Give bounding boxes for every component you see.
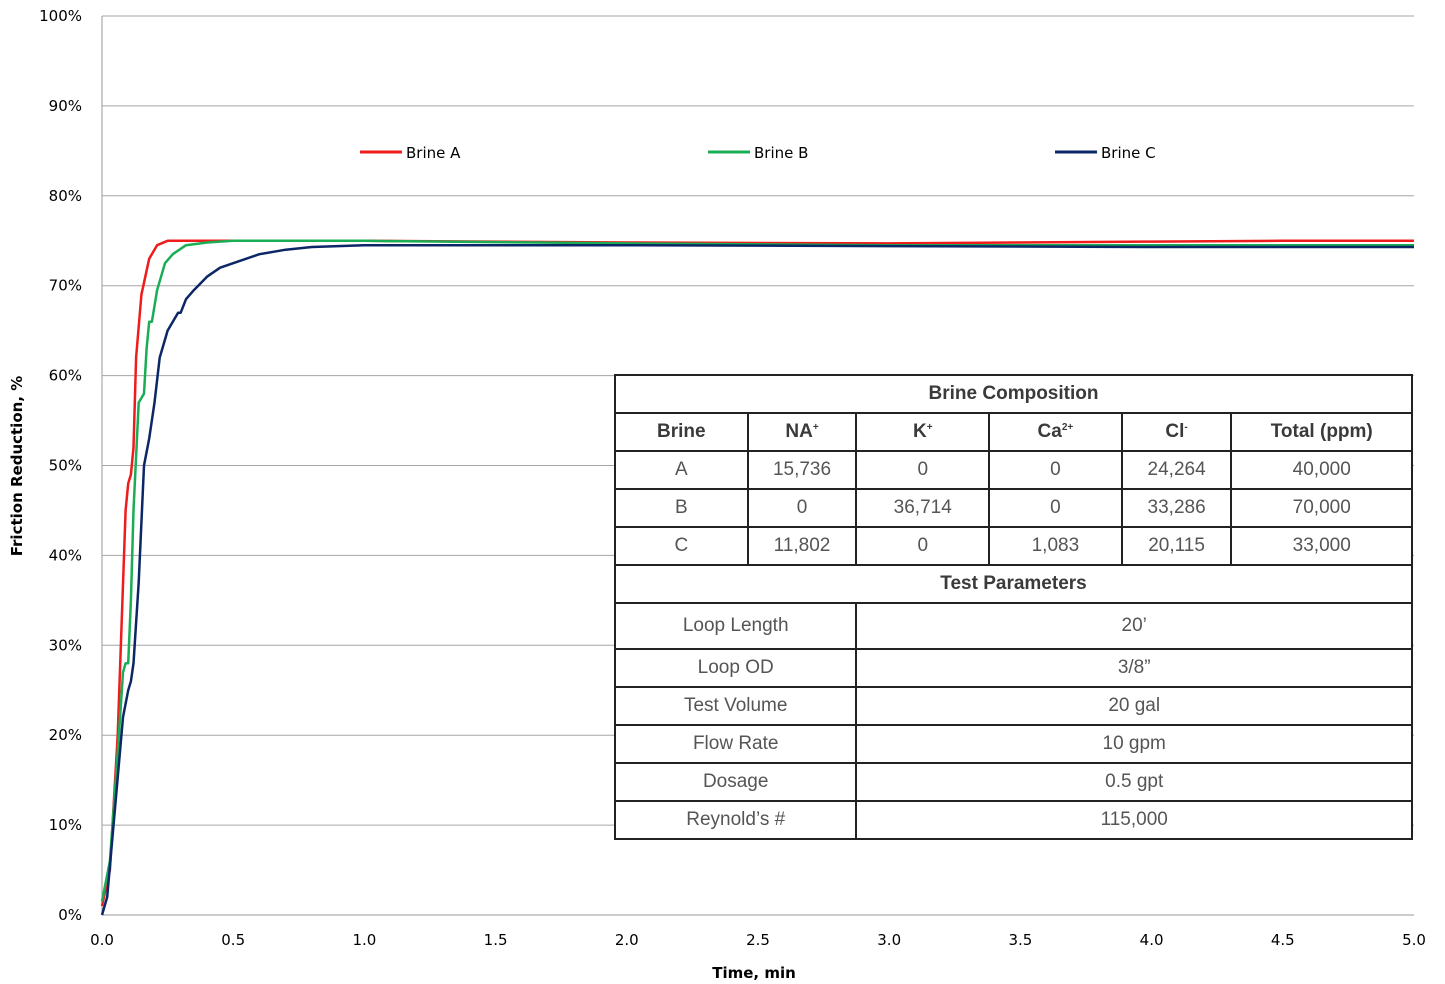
x-tick-label: 0.5 <box>221 931 245 949</box>
x-tick-label: 2.0 <box>615 931 639 949</box>
legend-label: Brine A <box>406 144 461 162</box>
series-lines <box>100 239 1414 916</box>
col-header-ca: Ca2+ <box>988 412 1123 452</box>
cell: 70,000 <box>1230 488 1413 528</box>
x-tick-label: 1.0 <box>352 931 376 949</box>
x-tick-label: 5.0 <box>1402 931 1426 949</box>
col-header-cl: Cl- <box>1120 412 1233 452</box>
cell: 0 <box>988 488 1123 528</box>
y-tick-label: 10% <box>49 816 82 834</box>
y-tick-label: 0% <box>58 906 82 924</box>
series-line-brine-a <box>100 239 1414 907</box>
y-tick-label: 100% <box>39 7 82 25</box>
brine-composition-header-row: Brine Composition <box>614 374 1413 414</box>
brine-composition-table: Brine Composition Brine NA+ K+ Ca2+ Cl- … <box>613 374 1413 840</box>
col-header-k: K+ <box>855 412 991 452</box>
column-header-row: Brine NA+ K+ Ca2+ Cl- Total (ppm) <box>614 412 1413 452</box>
x-axis-title: Time, min <box>712 964 796 982</box>
x-tick-label: 2.5 <box>746 931 770 949</box>
cell: B <box>614 488 749 528</box>
axes <box>101 16 1414 916</box>
param-value: 20 gal <box>855 686 1413 726</box>
test-parameters-title: Test Parameters <box>614 564 1413 604</box>
x-tick-label: 4.0 <box>1140 931 1164 949</box>
cell: 0 <box>988 450 1123 490</box>
cell: 0 <box>855 526 991 566</box>
x-tick-label: 3.0 <box>877 931 901 949</box>
param-value: 10 gpm <box>855 724 1413 764</box>
col-header-na: NA+ <box>746 412 858 452</box>
param-row: Dosage 0.5 gpt <box>613 762 1413 802</box>
legend-label: Brine C <box>1101 144 1156 162</box>
cell: 11,802 <box>746 526 858 566</box>
cell: 33,000 <box>1230 526 1413 566</box>
cell: 33,286 <box>1120 488 1233 528</box>
param-row: Reynold’s # 115,000 <box>613 800 1413 840</box>
param-row: Loop OD 3/8” <box>613 648 1413 688</box>
param-label: Loop Length <box>613 602 858 650</box>
cell: 15,736 <box>746 450 858 490</box>
param-label: Dosage <box>613 762 858 802</box>
x-tick-label: 4.5 <box>1271 931 1295 949</box>
test-parameters-header-row: Test Parameters <box>614 564 1413 604</box>
x-tick-label: 0.0 <box>90 931 114 949</box>
cell: 1,083 <box>988 526 1123 566</box>
col-header-total: Total (ppm) <box>1230 412 1413 452</box>
param-value: 115,000 <box>855 800 1413 840</box>
y-tick-label: 40% <box>49 546 82 564</box>
param-value: 0.5 gpt <box>855 762 1413 802</box>
param-label: Reynold’s # <box>613 800 858 840</box>
cell: 0 <box>855 450 991 490</box>
legend: Brine A Brine B Brine C <box>360 144 1156 162</box>
x-tick-label: 3.5 <box>1008 931 1032 949</box>
series-line-brine-b <box>100 239 1414 902</box>
y-tick-label: 60% <box>49 367 82 385</box>
param-row: Flow Rate 10 gpm <box>613 724 1413 764</box>
y-tick-label: 90% <box>49 97 82 115</box>
y-tick-label: 70% <box>49 277 82 295</box>
y-tick-label: 20% <box>49 726 82 744</box>
table-row: B 0 36,714 0 33,286 70,000 <box>614 488 1413 528</box>
y-tick-label: 50% <box>49 457 82 475</box>
y-tick-label: 80% <box>49 187 82 205</box>
cell: 40,000 <box>1230 450 1413 490</box>
table-row: C 11,802 0 1,083 20,115 33,000 <box>614 526 1413 566</box>
y-axis-title: Friction Reduction, % <box>8 376 26 557</box>
cell: 0 <box>746 488 858 528</box>
param-label: Loop OD <box>613 648 858 688</box>
brine-composition-title: Brine Composition <box>614 374 1413 414</box>
cell: 24,264 <box>1120 450 1233 490</box>
x-tick-labels: 0.0 0.5 1.0 1.5 2.0 2.5 3.0 3.5 4.0 4.5 5.0 <box>90 931 1426 949</box>
col-header-brine: Brine <box>614 412 749 452</box>
y-tick-label: 30% <box>49 636 82 654</box>
param-label: Flow Rate <box>613 724 858 764</box>
param-value: 3/8” <box>855 648 1413 688</box>
legend-label: Brine B <box>754 144 808 162</box>
param-row: Loop Length 20’ <box>613 602 1413 650</box>
x-tick-label: 1.5 <box>484 931 508 949</box>
y-tick-labels: 0% 10% 20% 30% 40% 50% 60% 70% 80% 90% 100% <box>39 7 82 924</box>
param-value: 20’ <box>855 602 1413 650</box>
param-label: Test Volume <box>613 686 858 726</box>
table-row: A 15,736 0 0 24,264 40,000 <box>614 450 1413 490</box>
cell: A <box>614 450 749 490</box>
cell: 36,714 <box>855 488 991 528</box>
cell: C <box>614 526 749 566</box>
series-line-brine-c <box>100 243 1414 916</box>
cell: 20,115 <box>1120 526 1233 566</box>
param-row: Test Volume 20 gal <box>613 686 1413 726</box>
